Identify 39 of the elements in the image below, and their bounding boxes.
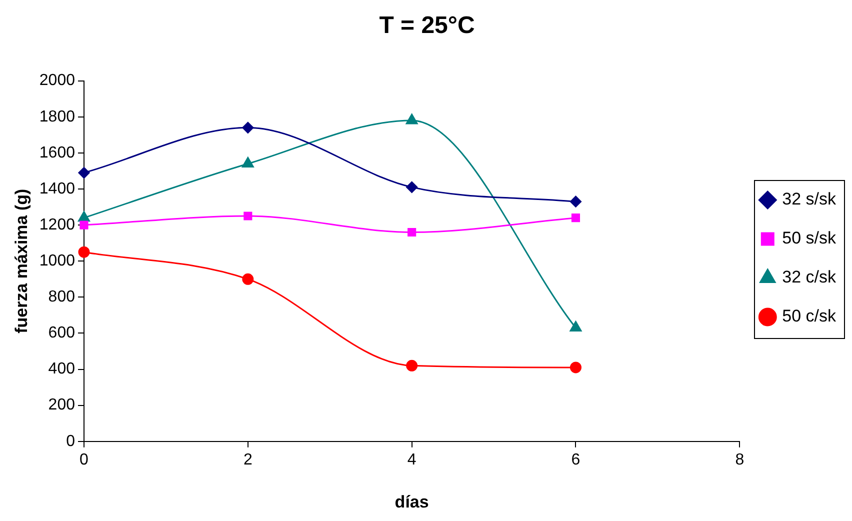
chart-title: T = 25°C <box>379 12 475 40</box>
x-tick-label: 0 <box>80 451 89 468</box>
x-tick-label: 4 <box>407 451 416 468</box>
legend-label: 50 s/sk <box>782 228 836 248</box>
point <box>78 167 90 179</box>
point <box>242 273 254 285</box>
point <box>406 181 418 193</box>
y-tick-label: 1600 <box>39 144 76 162</box>
point <box>80 220 88 230</box>
point <box>571 214 580 222</box>
point <box>570 362 582 374</box>
x-tick-label: 8 <box>735 451 744 468</box>
point <box>406 114 418 124</box>
point <box>242 122 254 134</box>
point <box>406 360 418 372</box>
point <box>78 246 90 258</box>
y-tick-label: 0 <box>66 432 76 450</box>
legend-label: 32 s/sk <box>782 190 836 209</box>
y-tick-label: 600 <box>48 324 76 342</box>
legend-label: 32 c/sk <box>782 268 836 287</box>
y-tick-label: 1400 <box>39 180 76 198</box>
point <box>570 196 582 208</box>
x-tick-label: 6 <box>571 451 580 468</box>
y-tick-label: 400 <box>48 360 76 378</box>
y-tick-label: 1200 <box>39 216 76 234</box>
point <box>78 211 90 222</box>
point <box>570 321 582 332</box>
y-tick-label: 1800 <box>39 108 76 126</box>
x-tick-label: 2 <box>243 451 252 468</box>
x-axis-title: días <box>394 492 429 512</box>
y-tick-label: 800 <box>48 288 76 306</box>
point <box>244 212 252 220</box>
point <box>242 156 254 168</box>
legend-label: 50 c/sk <box>782 306 836 326</box>
y-tick-label: 2000 <box>39 72 76 90</box>
y-tick-label: 1000 <box>39 252 76 270</box>
y-tick-label: 200 <box>48 396 76 414</box>
y-axis-title: fuerza máxima (g) <box>12 188 31 334</box>
point <box>408 228 416 237</box>
